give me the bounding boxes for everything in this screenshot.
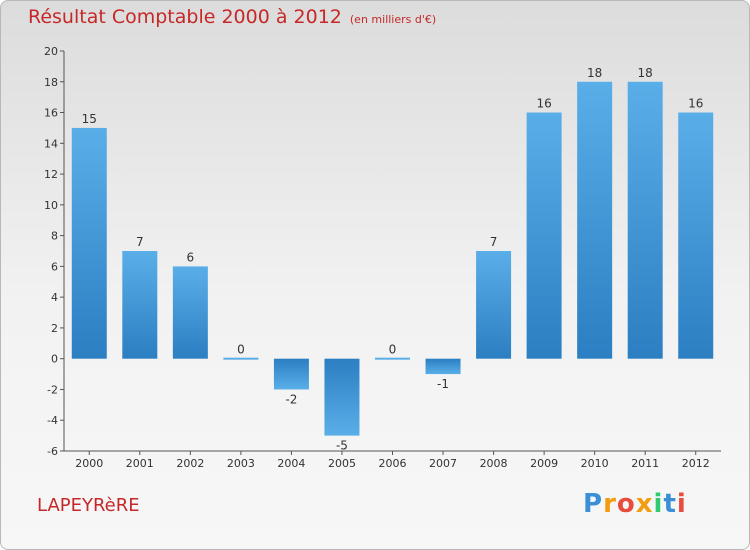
- bar: [122, 251, 158, 359]
- value-label: 0: [389, 343, 397, 357]
- y-tick-label: 10: [44, 199, 58, 212]
- value-label: -5: [336, 439, 348, 453]
- bar: [526, 112, 562, 359]
- bar: [71, 127, 107, 359]
- logo-letter: i: [653, 489, 664, 519]
- y-tick-label: 4: [51, 291, 58, 304]
- chart-subtitle: (en milliers d'€): [349, 13, 437, 26]
- value-label: 16: [536, 97, 551, 111]
- logo-letter: P: [583, 489, 604, 519]
- bar: [375, 357, 410, 360]
- value-label: 0: [237, 343, 245, 357]
- value-label: 7: [136, 235, 144, 249]
- bar: [172, 266, 208, 359]
- bar: [577, 81, 613, 359]
- value-label: 7: [490, 235, 498, 249]
- y-tick-label: 18: [44, 76, 58, 89]
- x-tick-label: 2006: [379, 457, 407, 470]
- y-tick-label: 16: [44, 107, 58, 120]
- bar: [223, 357, 259, 360]
- bar: [678, 112, 714, 359]
- place-name: LAPEYRèRE: [37, 495, 140, 516]
- x-tick-label: 2004: [277, 457, 305, 470]
- bar: [273, 358, 309, 390]
- bar: [476, 251, 512, 359]
- y-tick-label: 2: [51, 322, 58, 335]
- x-tick-label: 2012: [682, 457, 710, 470]
- logo-letter: t: [663, 489, 677, 519]
- y-tick-label: 6: [51, 260, 58, 273]
- logo-letter: i: [676, 489, 687, 519]
- y-tick-label: 0: [51, 353, 58, 366]
- x-tick-label: 2010: [581, 457, 609, 470]
- value-label: -2: [285, 392, 297, 406]
- y-tick-label: 20: [44, 45, 58, 58]
- value-label: 6: [187, 250, 195, 264]
- logo-letter: o: [616, 489, 636, 519]
- chart-title: Résultat Comptable 2000 à 2012 (en millie…: [28, 6, 436, 28]
- y-tick-label: 12: [44, 168, 58, 181]
- x-tick-label: 2005: [328, 457, 356, 470]
- logo-letter: r: [603, 489, 617, 519]
- x-tick-label: 2000: [75, 457, 103, 470]
- x-tick-label: 2011: [631, 457, 659, 470]
- value-label: 18: [587, 66, 602, 80]
- logo-letter: x: [635, 489, 654, 519]
- bar: [627, 81, 663, 359]
- bar: [425, 358, 461, 375]
- x-tick-label: 2007: [429, 457, 457, 470]
- proxiti-logo: Proxiti: [583, 489, 687, 519]
- value-label: 15: [82, 112, 97, 126]
- x-tick-label: 2001: [126, 457, 154, 470]
- y-tick-label: -4: [47, 414, 58, 427]
- value-label: -1: [437, 377, 449, 391]
- value-label: 18: [638, 66, 653, 80]
- x-tick-label: 2008: [480, 457, 508, 470]
- value-label: 16: [688, 97, 703, 111]
- y-tick-label: 14: [44, 137, 58, 150]
- x-tick-label: 2003: [227, 457, 255, 470]
- y-tick-label: -6: [47, 445, 58, 458]
- bar: [324, 358, 360, 436]
- y-tick-label: -2: [47, 383, 58, 396]
- x-tick-label: 2002: [176, 457, 204, 470]
- x-tick-label: 2009: [530, 457, 558, 470]
- title-text: Résultat Comptable 2000 à 2012: [28, 6, 342, 28]
- y-tick-label: 8: [51, 230, 58, 243]
